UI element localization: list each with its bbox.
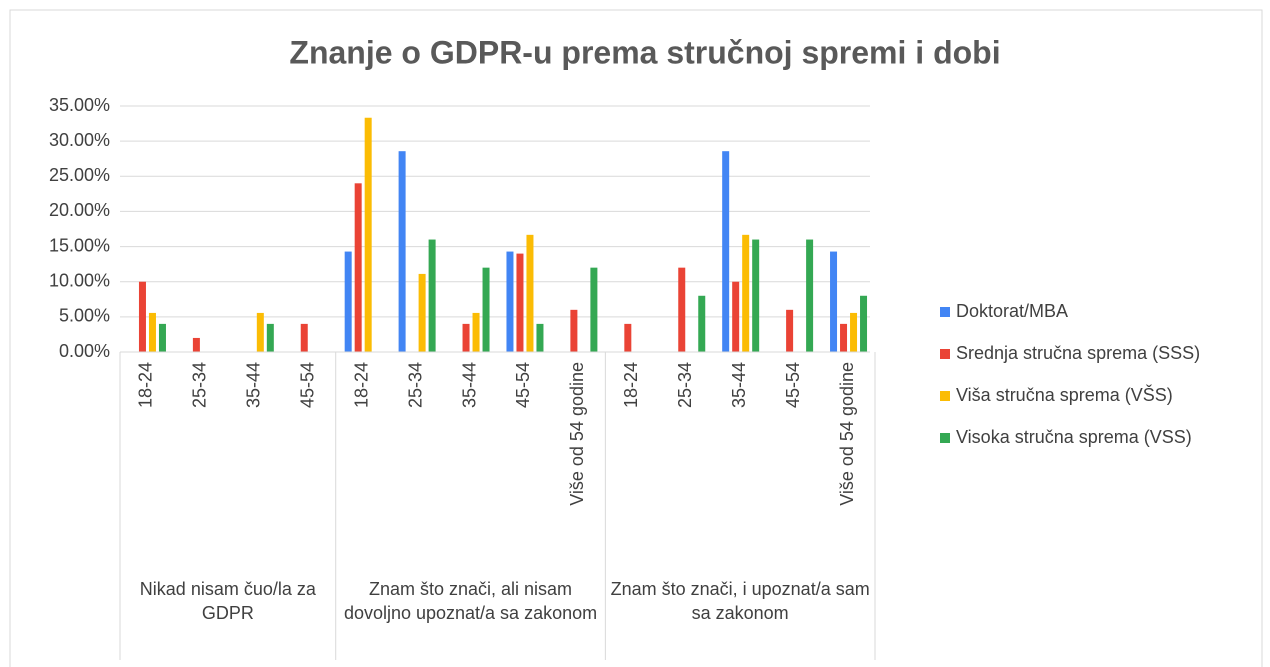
y-tick-label: 20.00% <box>49 200 110 220</box>
bar <box>624 323 632 352</box>
group-label-box: Znam što znači, i upoznat/a sam sa zakon… <box>610 579 870 623</box>
bar <box>418 273 426 352</box>
bar <box>398 151 406 352</box>
legend-swatch <box>940 433 950 443</box>
x-tick-label: 25-34 <box>405 362 425 408</box>
y-tick-label: 30.00% <box>49 130 110 150</box>
legend-swatch <box>940 307 950 317</box>
bar <box>462 323 470 352</box>
bar <box>806 239 814 352</box>
bar <box>158 323 166 352</box>
x-tick-label: 45-54 <box>298 362 318 408</box>
y-tick-label: 10.00% <box>49 270 110 290</box>
bar <box>364 117 372 352</box>
bar <box>138 281 146 352</box>
bar <box>428 239 436 352</box>
chart-title: Znanje o GDPR-u prema stručnoj spremi i … <box>289 34 1000 70</box>
legend-swatch <box>940 391 950 401</box>
x-tick-label: 45-54 <box>513 362 533 408</box>
bar <box>850 312 858 352</box>
x-tick-label: 35-44 <box>459 362 479 408</box>
group-label-box: Znam što znači, ali nisam dovoljno upozn… <box>343 579 598 623</box>
x-tick-label: 18-24 <box>351 362 371 408</box>
bar <box>526 234 534 352</box>
bar <box>742 234 750 352</box>
bar <box>840 323 848 352</box>
x-tick-label: 45-54 <box>783 362 803 408</box>
bar <box>148 312 156 352</box>
bar <box>266 323 274 352</box>
legend-label: Viša stručna sprema (VŠS) <box>956 384 1173 405</box>
legend-label: Srednja stručna sprema (SSS) <box>956 343 1200 363</box>
y-tick-label: 15.00% <box>49 235 110 255</box>
bar <box>722 151 730 352</box>
group-label: Nikad nisam čuo/la za GDPR <box>139 579 316 623</box>
y-tick-label: 0.00% <box>59 341 110 361</box>
x-tick-label: 35-44 <box>244 362 264 408</box>
bar <box>482 267 490 352</box>
bar <box>354 183 362 352</box>
y-tick-label: 5.00% <box>59 306 110 326</box>
bar <box>678 267 686 352</box>
bar <box>344 251 352 352</box>
x-tick-label: 18-24 <box>621 362 641 408</box>
legend-label: Doktorat/MBA <box>956 301 1068 321</box>
x-tick-label: 18-24 <box>136 362 156 408</box>
bar <box>506 251 514 352</box>
bar <box>570 309 578 352</box>
bar <box>786 309 794 352</box>
bar <box>192 337 200 352</box>
bar <box>516 253 524 352</box>
group-label: Znam što znači, i upoznat/a sam sa zakon… <box>610 579 870 623</box>
y-tick-label: 25.00% <box>49 165 110 185</box>
bar <box>860 295 868 352</box>
group-label: Znam što znači, ali nisam dovoljno upozn… <box>343 579 598 623</box>
x-tick-label: Više od 54 godine <box>567 362 587 506</box>
bar <box>472 312 480 352</box>
bar <box>256 312 264 352</box>
x-tick-label: 25-34 <box>190 362 210 408</box>
bar <box>830 251 838 352</box>
x-tick-label: 25-34 <box>675 362 695 408</box>
bar <box>590 267 598 352</box>
x-tick-label: Više od 54 godine <box>837 362 857 506</box>
bar <box>752 239 760 352</box>
bar <box>536 323 544 352</box>
bar <box>698 295 706 352</box>
legend-swatch <box>940 349 950 359</box>
bar <box>732 281 740 352</box>
chart-frame <box>9 9 1263 667</box>
bar <box>300 323 308 352</box>
y-tick-label: 35.00% <box>49 95 110 115</box>
group-label-box: Nikad nisam čuo/la za GDPR <box>139 579 316 623</box>
legend-label: Visoka stručna sprema (VSS) <box>956 427 1192 447</box>
x-tick-label: 35-44 <box>729 362 749 408</box>
